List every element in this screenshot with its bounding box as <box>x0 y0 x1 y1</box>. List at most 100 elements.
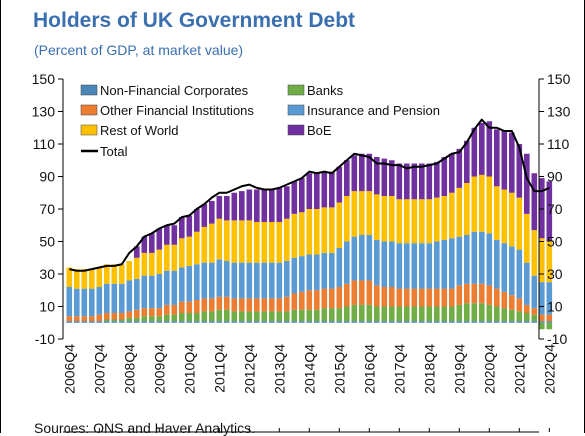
bar-segment <box>546 321 553 323</box>
bar-segment <box>531 173 538 231</box>
bar-segment <box>366 191 373 236</box>
bar-segment <box>524 213 530 263</box>
bar-segment <box>254 222 260 263</box>
bar-segment <box>224 309 230 322</box>
bar-segment <box>164 225 170 245</box>
bar-segment <box>134 278 140 310</box>
legend-label: Total <box>100 144 128 159</box>
bar-segment <box>336 248 343 287</box>
bar-segment <box>396 199 403 244</box>
bar-segment <box>389 196 395 242</box>
bar-segment <box>314 209 320 255</box>
bar-segment <box>126 261 133 281</box>
chart-subtitle: (Percent of GDP, at market value) <box>34 42 244 58</box>
y-tick-label-left: -10 <box>35 331 55 347</box>
bar-segment <box>524 313 530 322</box>
bar-segment <box>494 321 500 323</box>
bar-segment <box>381 306 388 322</box>
bar-segment <box>291 181 298 214</box>
bar-segment <box>411 243 418 289</box>
bar-segment <box>501 321 508 323</box>
bar-segment <box>464 140 470 183</box>
bar-segment <box>351 321 358 323</box>
bar-segment <box>419 306 425 322</box>
bar-segment <box>276 187 283 223</box>
bar-segment <box>494 239 500 289</box>
bar-segment <box>471 321 478 323</box>
bar-segment <box>321 321 328 323</box>
bar-segment <box>156 274 163 309</box>
bar-segment <box>254 262 260 299</box>
bar-segment <box>186 321 193 323</box>
bar-segment <box>419 321 425 323</box>
bar-segment <box>96 321 103 323</box>
bar-segment <box>141 275 148 309</box>
bar-segment <box>231 192 238 221</box>
bar-segment <box>246 189 253 221</box>
bar-segment <box>134 246 140 258</box>
bar-segment <box>426 306 433 322</box>
bar-segment <box>471 303 478 322</box>
bar-segment <box>96 314 103 322</box>
bar-segment <box>194 264 200 300</box>
y-tick-label-right: 110 <box>547 136 570 152</box>
bar-segment <box>74 316 80 322</box>
bar-segment <box>126 311 133 318</box>
bar-segment <box>366 235 373 281</box>
bar-segment <box>509 295 515 310</box>
bar-segment <box>254 311 260 322</box>
bar-segment <box>239 298 245 312</box>
chart-source: Sources: ONS and Haver Analytics. <box>34 420 255 436</box>
bar-segment <box>434 288 440 307</box>
bar-segment <box>216 321 223 323</box>
bar-segment <box>269 189 275 222</box>
bar-segment <box>516 321 523 323</box>
bar-segment <box>329 207 335 253</box>
bar-segment <box>179 321 185 323</box>
bar-segment <box>299 212 305 257</box>
bar-segment <box>404 306 410 322</box>
y-tick-label-left: 110 <box>33 136 56 152</box>
bar-segment <box>276 321 283 323</box>
bar-segment <box>149 316 155 322</box>
bar-segment <box>479 231 485 284</box>
bar-segment <box>374 157 380 195</box>
bar-segment <box>449 238 455 289</box>
bar-segment <box>494 306 500 322</box>
bar-segment <box>381 158 388 197</box>
bar-segment <box>426 163 433 200</box>
bar-segment <box>216 218 223 260</box>
bar-segment <box>314 254 320 291</box>
bar-segment <box>81 269 88 289</box>
bar-segment <box>66 316 73 322</box>
bar-segment <box>239 191 245 221</box>
bar-segment <box>149 233 155 253</box>
bar-segment <box>66 287 73 317</box>
bar-segment <box>329 288 335 309</box>
y-tick-label-right: 30 <box>547 266 563 282</box>
bar-segment <box>314 321 320 323</box>
y-tick-label-right: 50 <box>547 234 563 250</box>
bar-segment <box>149 321 155 323</box>
bar-segment <box>126 321 133 323</box>
bar-segment <box>299 178 305 213</box>
x-tick-label: 2015Q4 <box>331 344 347 394</box>
bar-segment <box>209 298 215 312</box>
bar-segment <box>456 304 463 322</box>
y-tick-label-left: 90 <box>39 169 55 185</box>
bar-segment <box>96 287 103 315</box>
bar-segment <box>239 262 245 299</box>
bar-segment <box>269 262 275 299</box>
bar-segment <box>104 319 110 322</box>
bar-segment <box>224 321 230 323</box>
y-tick-label-left: 50 <box>39 234 55 250</box>
bar-segment <box>359 153 365 192</box>
y-tick-label-right: 150 <box>547 71 571 87</box>
bar-segment <box>501 308 508 322</box>
bar-segment <box>359 280 365 305</box>
bar-segment <box>134 309 140 318</box>
bar-segment <box>351 304 358 322</box>
legend-swatch <box>287 104 305 116</box>
legend-item: BoE <box>287 123 332 138</box>
